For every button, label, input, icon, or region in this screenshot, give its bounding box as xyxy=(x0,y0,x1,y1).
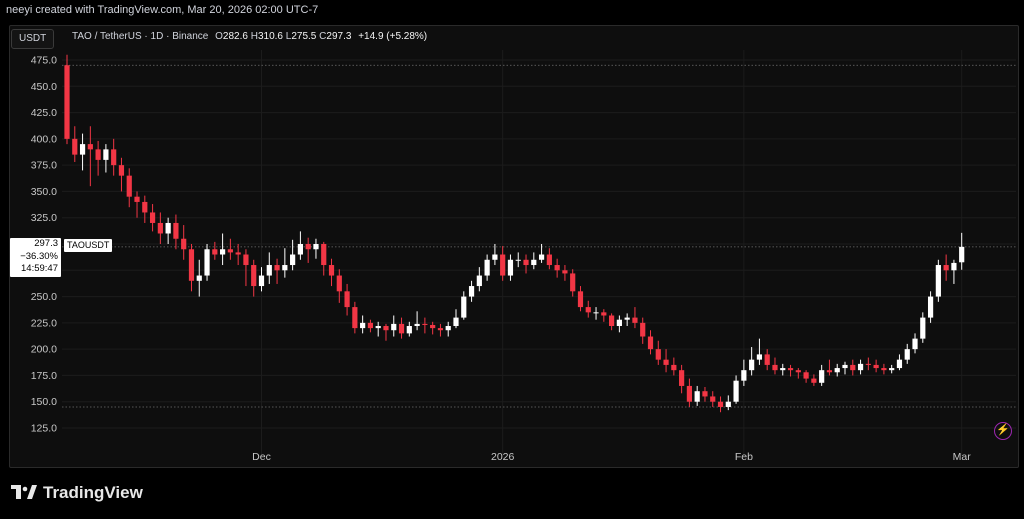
legend-symbol: TAO / TetherUS · 1D · Binance xyxy=(72,31,209,42)
legend-close: 297.3 xyxy=(326,31,352,42)
legend-close-label: C xyxy=(319,31,327,42)
legend-open-label: O xyxy=(215,31,223,42)
legend-change: +14.9 (+5.28%) xyxy=(358,31,428,42)
ohlc-legend: TAO / TetherUS · 1D · Binance O282.6 H31… xyxy=(72,31,427,42)
bar-countdown: 14:59:47 xyxy=(21,263,58,274)
brand-name: TradingView xyxy=(43,483,143,502)
symbol-tag: TAOUSDT xyxy=(64,239,113,252)
legend-open: 282.6 xyxy=(222,31,248,42)
lightning-icon[interactable]: ⚡ xyxy=(994,422,1012,440)
legend-high-label: H xyxy=(250,31,258,42)
chart-attribution: neeyi created with TradingView.com, Mar … xyxy=(6,4,319,16)
tradingview-brand: TradingView xyxy=(11,483,143,504)
legend-low-label: L xyxy=(285,31,292,42)
last-price: 297.3 xyxy=(34,238,58,249)
tradingview-logo-icon xyxy=(11,484,37,504)
legend-high: 310.6 xyxy=(257,31,283,42)
legend-low: 275.5 xyxy=(291,31,317,42)
last-price-change: −36.30% xyxy=(20,250,58,262)
last-price-tag: 297.3 −36.30% 14:59:47 xyxy=(10,238,61,277)
currency-selector[interactable]: USDT xyxy=(11,29,55,49)
chart-frame[interactable] xyxy=(9,25,1019,468)
